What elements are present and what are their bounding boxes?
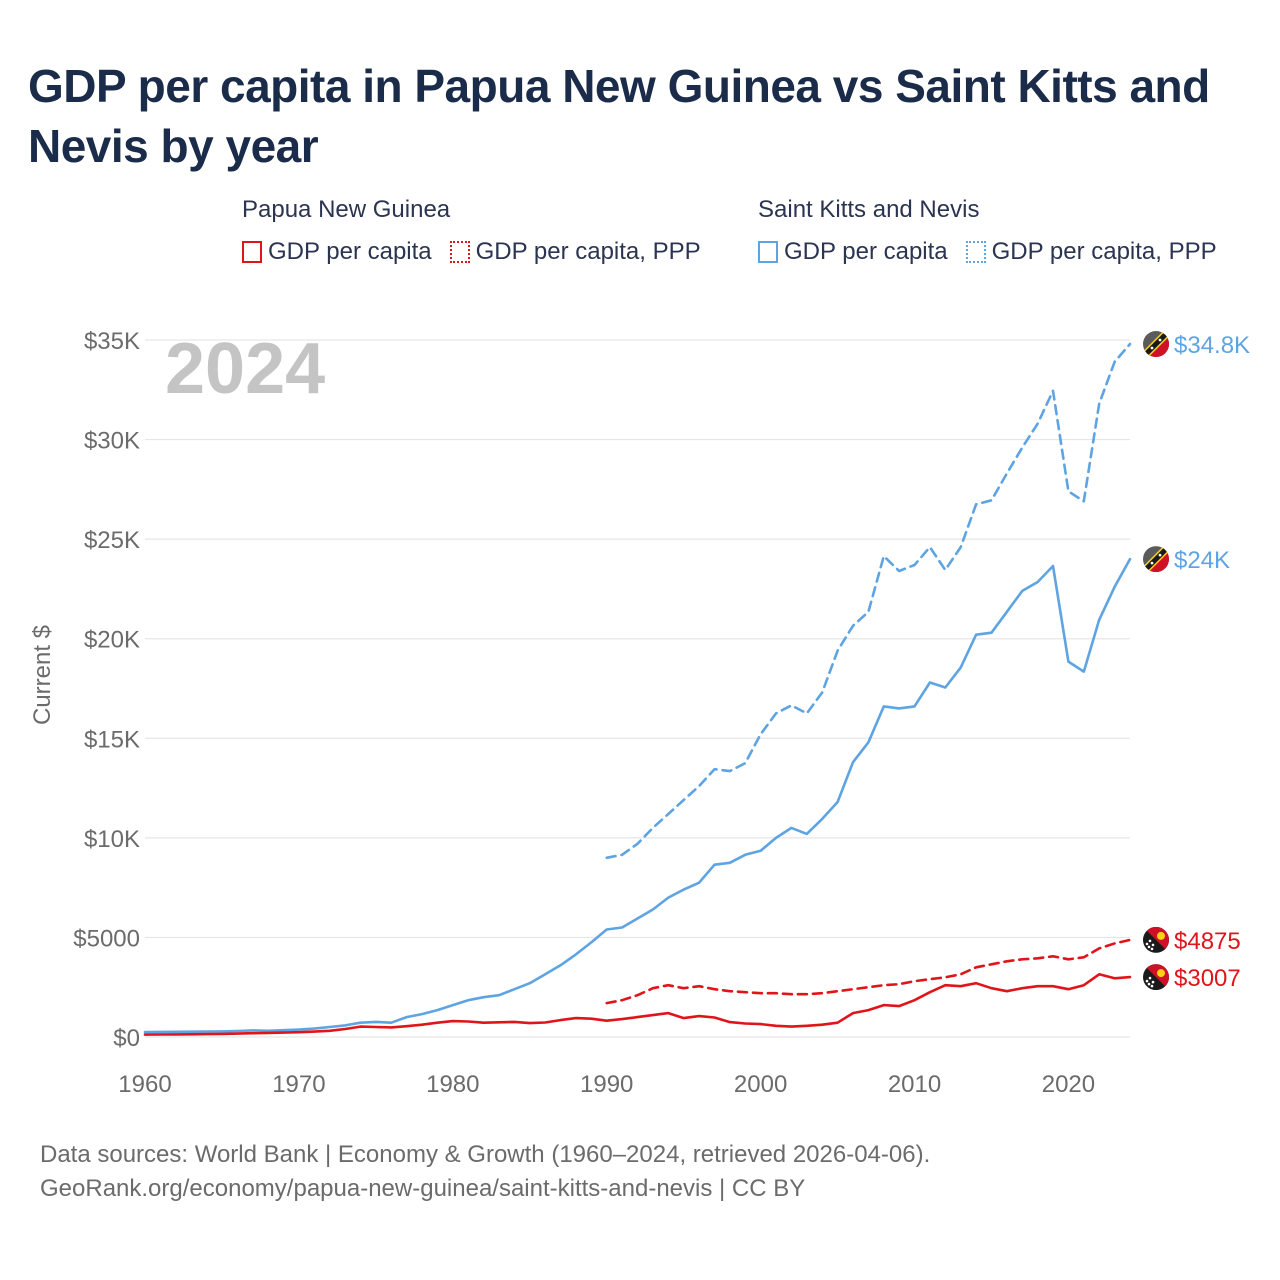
legend-swatch-dotted-icon: [965, 241, 986, 263]
legend-label: GDP per capita: [268, 238, 432, 265]
series-line-1[interactable]: [143, 557, 1132, 1034]
legend-group-saint-kitts-and-nevis: Saint Kitts and Nevis GDP per capita GDP…: [758, 196, 1217, 266]
x-tick-label: 1960: [118, 1071, 171, 1098]
x-tick-label: 1990: [580, 1071, 633, 1098]
x-tick-label: 1970: [272, 1071, 325, 1098]
series-lines: [143, 342, 1132, 1036]
y-axis-title: Current $: [29, 625, 56, 725]
x-axis-ticks: 1960 1970 1980 1990 2000 2010 2020: [118, 1071, 1095, 1098]
legend-swatch-solid-icon: [758, 241, 778, 263]
legend-item-skn-gdp[interactable]: GDP per capita: [758, 238, 948, 266]
saint-kitts-flag-icon: [1143, 331, 1169, 357]
current-year-label: 2024: [165, 329, 325, 409]
legend-label: GDP per capita, PPP: [475, 238, 701, 265]
chart-title: GDP per capita in Papua New Guinea vs Sa…: [28, 60, 1210, 172]
series-line-0[interactable]: [605, 342, 1132, 860]
series-line-3[interactable]: [143, 972, 1132, 1036]
legend-group-title: Papua New Guinea: [242, 196, 451, 223]
papua-new-guinea-flag-icon: [1143, 964, 1169, 991]
legend-item-skn-ppp[interactable]: GDP per capita, PPP: [965, 238, 1217, 266]
x-tick-label: 2020: [1042, 1071, 1095, 1098]
legend-label: GDP per capita, PPP: [991, 238, 1217, 265]
y-tick-label: $25K: [84, 527, 140, 554]
series-end-label: $3007: [1174, 965, 1241, 992]
legend-swatch-dotted-icon: [449, 241, 470, 263]
source-url[interactable]: GeoRank.org/economy/papua-new-guinea/sai…: [40, 1175, 806, 1202]
x-tick-label: 2010: [888, 1071, 941, 1098]
y-tick-label: $35K: [84, 328, 140, 355]
legend-group-papua-new-guinea: Papua New Guinea GDP per capita GDP per …: [242, 196, 701, 266]
legend-label: GDP per capita: [784, 238, 948, 265]
grid-lines: [145, 339, 1130, 1038]
y-tick-label: $5000: [73, 925, 140, 952]
series-end-label: $4875: [1174, 928, 1241, 955]
y-tick-label: $30K: [84, 428, 140, 455]
series-end-label: $24K: [1174, 547, 1230, 574]
series-line-2[interactable]: [605, 938, 1132, 1005]
x-tick-label: 2000: [734, 1071, 787, 1098]
legend-item-png-ppp[interactable]: GDP per capita, PPP: [449, 238, 701, 266]
y-tick-label: $15K: [84, 726, 140, 753]
papua-new-guinea-flag-icon: [1143, 926, 1169, 953]
y-tick-label: $0: [113, 1025, 140, 1052]
source-line: Data sources: World Bank | Economy & Gro…: [40, 1141, 931, 1168]
legend-group-title: Saint Kitts and Nevis: [758, 196, 980, 223]
legend-swatch-solid-icon: [242, 241, 262, 263]
x-tick-label: 1980: [426, 1071, 479, 1098]
y-axis-ticks: $0 $5000 $10K $15K $20K $25K $30K $35K: [73, 328, 140, 1052]
series-end-label: $34.8K: [1174, 332, 1250, 359]
legend-item-png-gdp[interactable]: GDP per capita: [242, 238, 432, 266]
y-tick-label: $20K: [84, 627, 140, 654]
saint-kitts-flag-icon: [1143, 546, 1169, 573]
data-source-footer: Data sources: World Bank | Economy & Gro…: [40, 1138, 930, 1206]
end-labels: $34.8K $24K $4875 $3007: [1143, 331, 1250, 992]
y-tick-label: $10K: [84, 826, 140, 853]
